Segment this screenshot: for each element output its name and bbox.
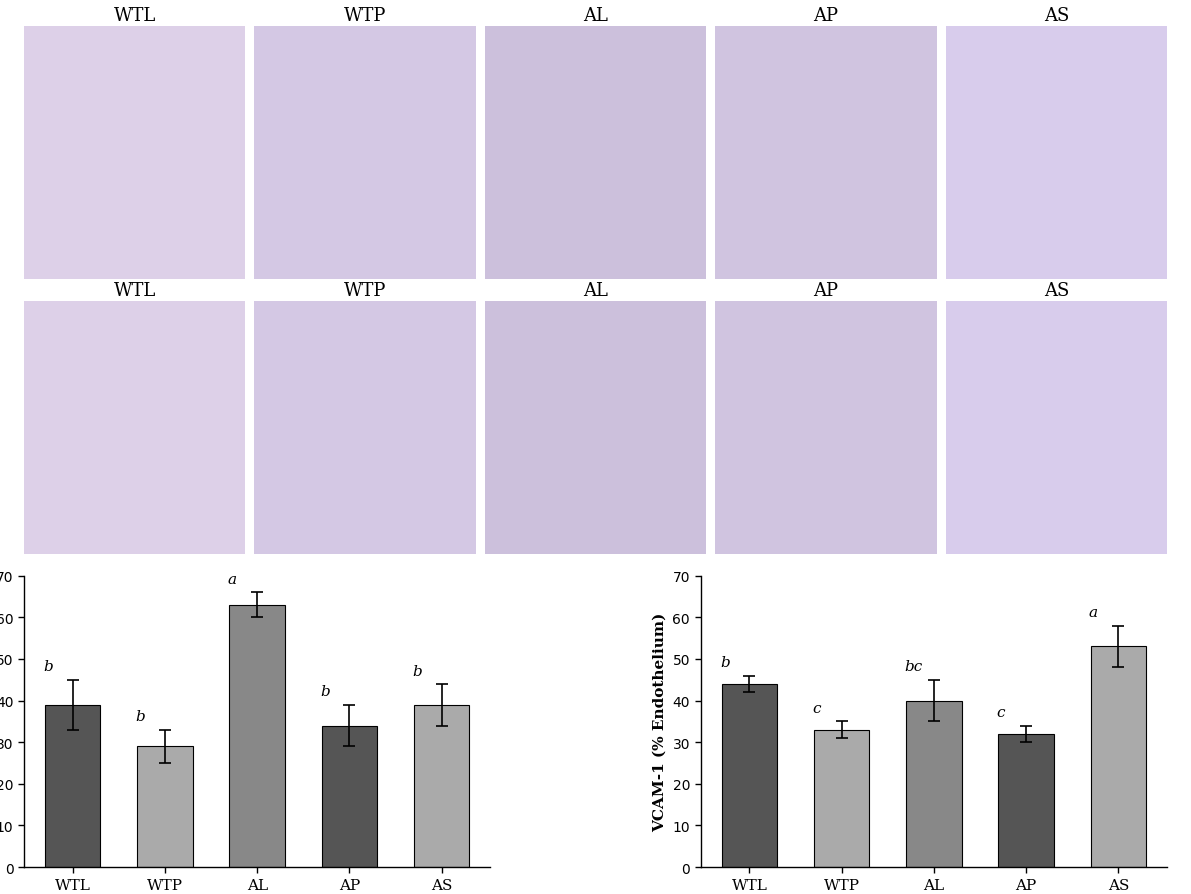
- Title: WTL: WTL: [113, 7, 156, 25]
- Bar: [722, 684, 777, 867]
- Title: WTP: WTP: [344, 282, 386, 299]
- Bar: [906, 701, 961, 867]
- Text: c: c: [812, 701, 821, 715]
- Title: WTP: WTP: [344, 7, 386, 25]
- Bar: [813, 730, 869, 867]
- Title: AL: AL: [584, 282, 607, 299]
- Bar: [322, 726, 378, 867]
- Title: AS: AS: [1043, 7, 1070, 25]
- Y-axis label: VCAM-1 (% Endothelium): VCAM-1 (% Endothelium): [653, 612, 667, 831]
- Bar: [230, 605, 285, 867]
- Bar: [998, 734, 1054, 867]
- Bar: [45, 704, 100, 867]
- Text: b: b: [320, 685, 330, 699]
- Text: a: a: [227, 572, 237, 586]
- Title: WTL: WTL: [113, 282, 156, 299]
- Title: AL: AL: [584, 7, 607, 25]
- Text: a: a: [1089, 605, 1098, 620]
- Text: b: b: [43, 660, 52, 674]
- Bar: [137, 746, 193, 867]
- Title: AP: AP: [813, 282, 838, 299]
- Text: b: b: [412, 664, 422, 678]
- Text: b: b: [136, 710, 145, 723]
- Title: AP: AP: [813, 7, 838, 25]
- Bar: [414, 704, 469, 867]
- Title: AS: AS: [1043, 282, 1070, 299]
- Text: c: c: [997, 705, 1005, 720]
- Bar: [1091, 646, 1146, 867]
- Text: bc: bc: [904, 660, 923, 674]
- Text: b: b: [719, 655, 730, 670]
